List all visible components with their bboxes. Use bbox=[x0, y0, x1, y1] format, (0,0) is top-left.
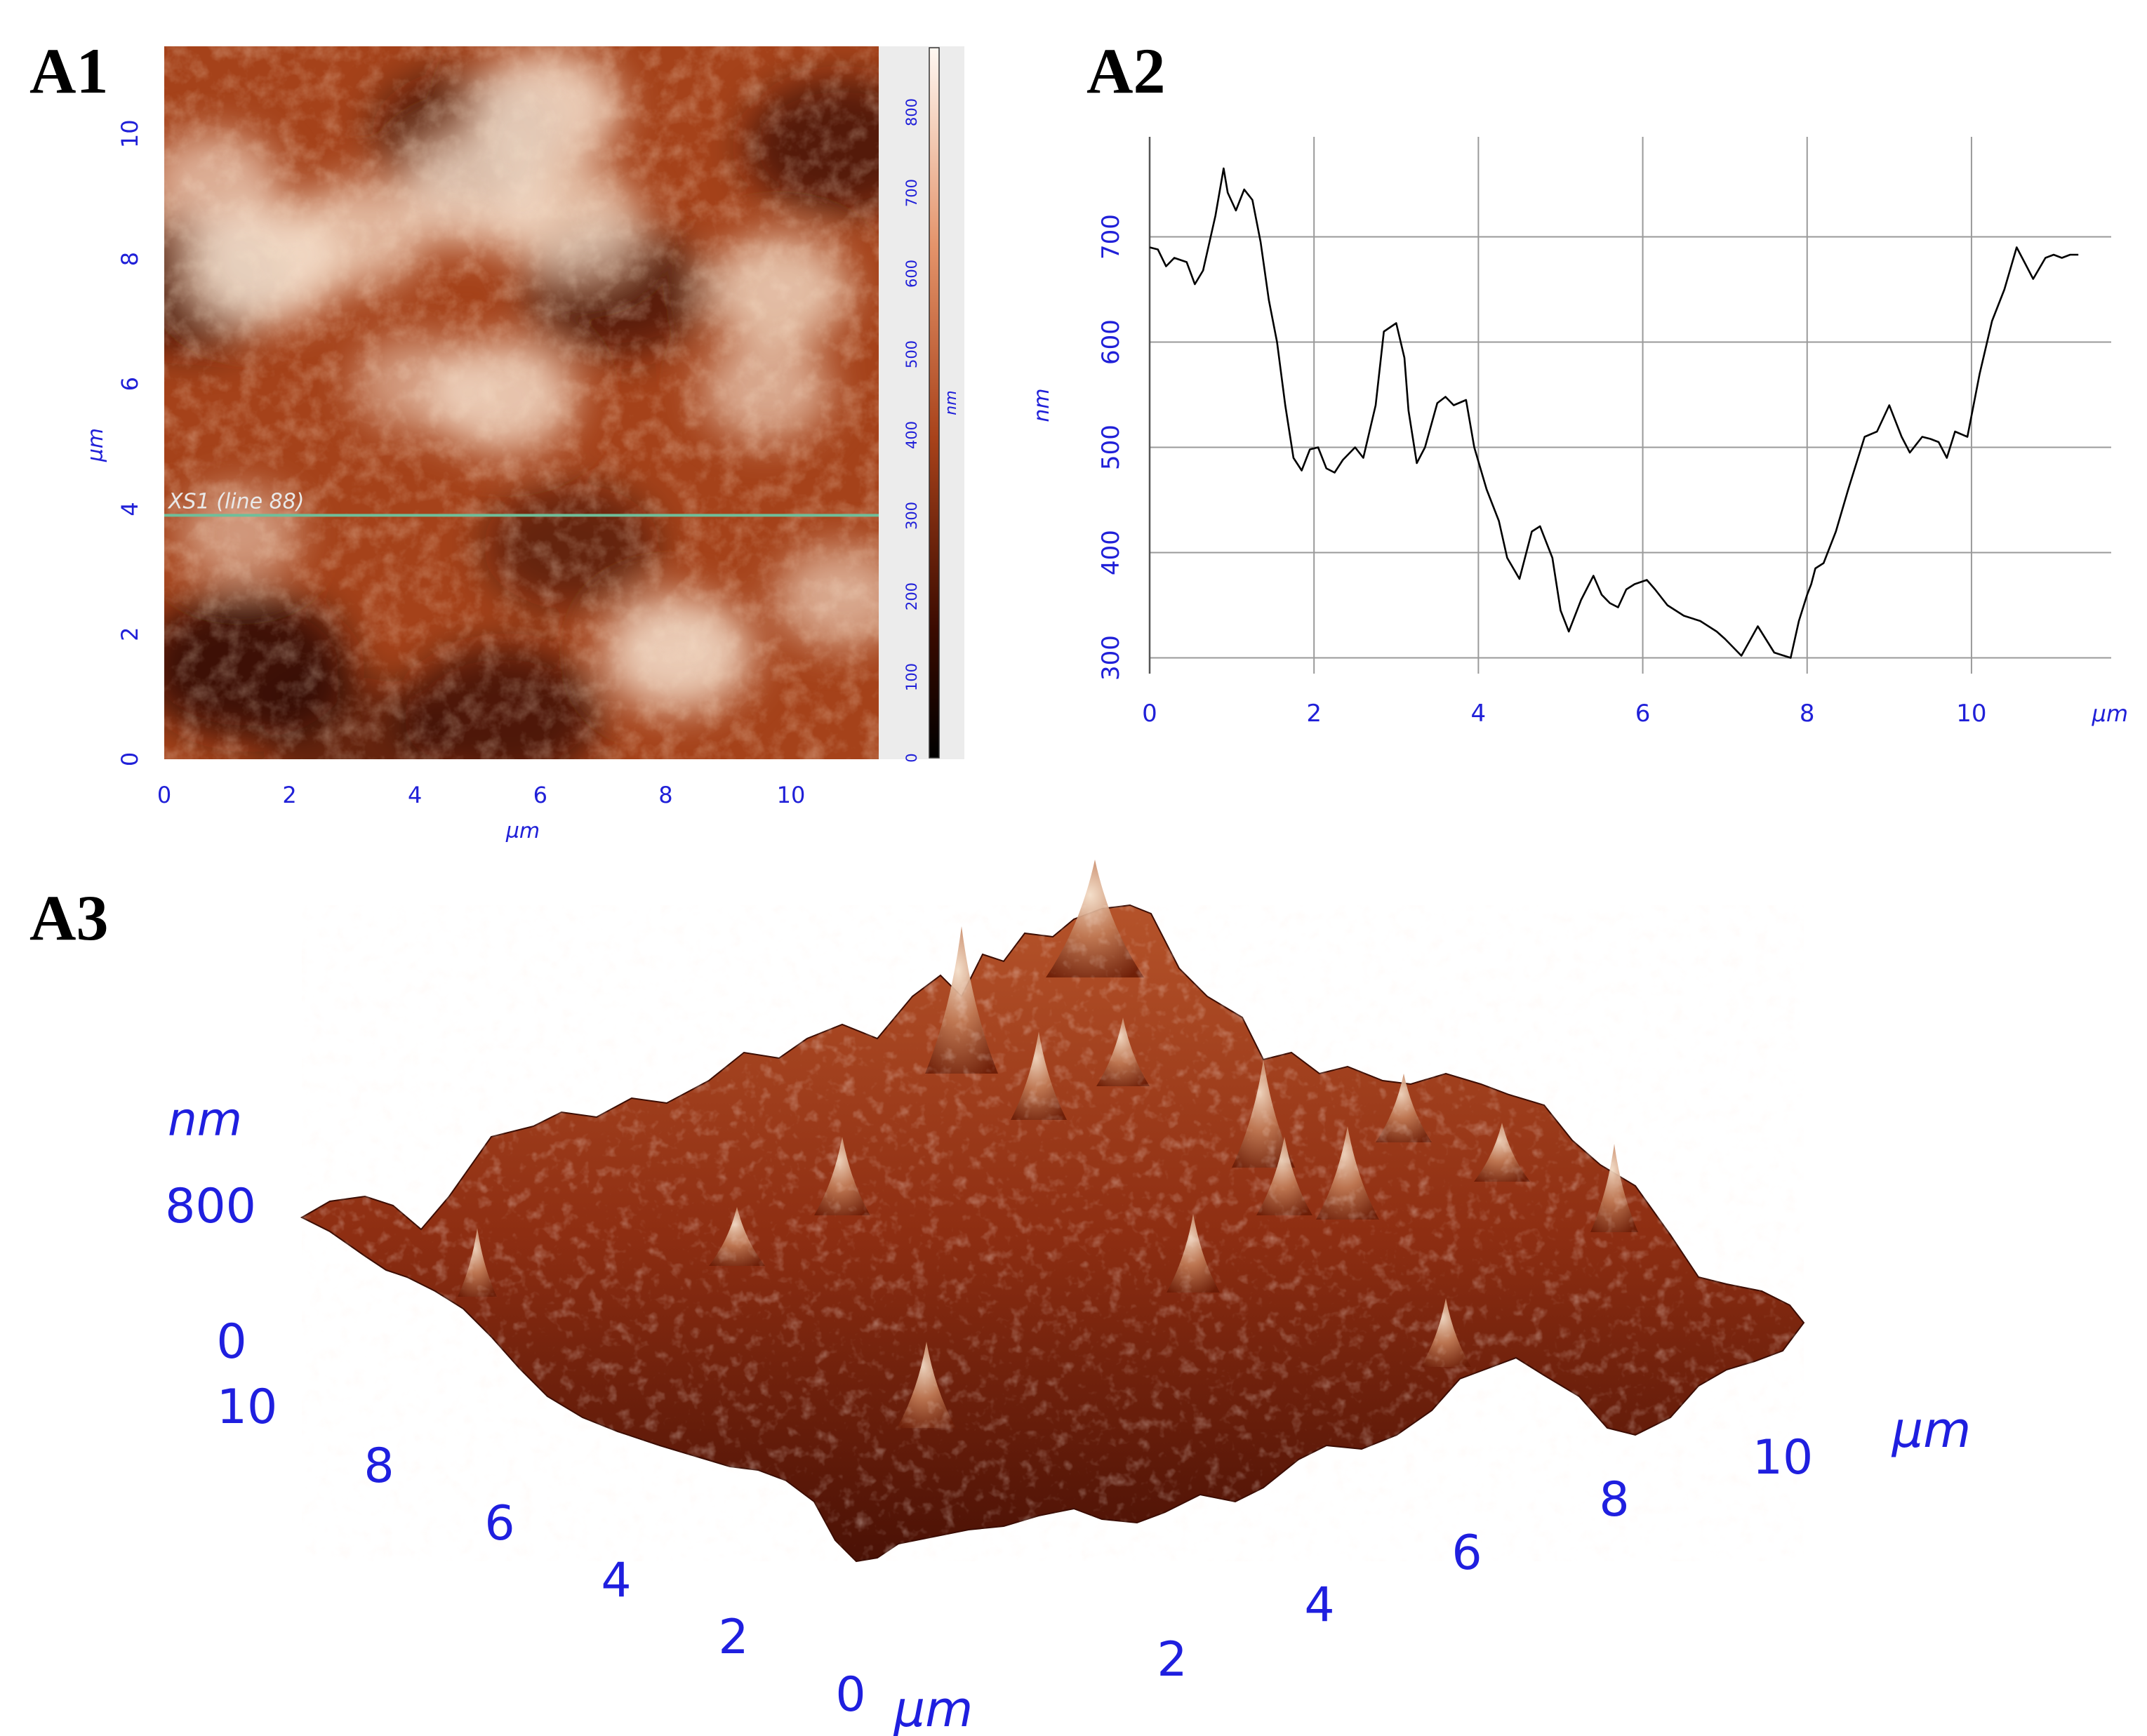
a3-surface-plot: nm 800 0 10 8 6 4 2 0 2 4 6 8 10 µm µm bbox=[165, 860, 1971, 1736]
a1-colorbar-tick-label: 100 bbox=[903, 663, 920, 691]
a2-x-ticks: 0 2 4 6 8 10 bbox=[1142, 700, 1986, 728]
a3-z-axis-label: nm bbox=[168, 1093, 242, 1147]
a1-colorbar-tick-label: 800 bbox=[903, 98, 920, 126]
a3-right-axis-tick-label: 2 bbox=[1157, 1632, 1187, 1688]
a3-surface-peaks bbox=[302, 860, 1804, 1561]
a3-left-axis-tick-label: 10 bbox=[217, 1380, 278, 1435]
a1-height-map: XS1 (line 88) 0 2 4 6 8 10 0 2 4 6 8 10 µm µm 0 100… bbox=[84, 46, 964, 843]
a3-right-axis-label: µm bbox=[1892, 1401, 1972, 1459]
a2-x-tick-label: 0 bbox=[1142, 700, 1157, 728]
a1-colorbar-ticks: 0 100 200 300 400 500 600 700 800 bbox=[903, 98, 920, 763]
a1-colorbar-tick-label: 600 bbox=[903, 260, 920, 288]
a1-y-tick-label: 4 bbox=[117, 502, 143, 516]
a2-y-tick-label: 300 bbox=[1097, 635, 1125, 681]
a1-colorbar bbox=[929, 47, 940, 759]
a3-left-axis-ticks: 10 8 6 4 2 0 bbox=[217, 1380, 866, 1723]
a2-y-tick-label: 700 bbox=[1097, 214, 1125, 260]
a1-y-tick-label: 6 bbox=[117, 377, 143, 391]
a3-right-axis-tick-label: 8 bbox=[1599, 1472, 1629, 1528]
a3-left-axis-label: µm bbox=[893, 1681, 973, 1736]
a2-y-axis-label: nm bbox=[1030, 388, 1054, 422]
a1-x-tick-label: 6 bbox=[533, 782, 547, 808]
a1-colorbar-tick-label: 300 bbox=[903, 502, 920, 530]
panel-label-a1: A1 bbox=[29, 35, 109, 107]
a1-y-ticks: 0 2 4 6 8 10 bbox=[117, 119, 143, 766]
a2-x-axis-label: µm bbox=[2091, 700, 2128, 727]
a3-right-axis-tick-label: 6 bbox=[1451, 1525, 1482, 1581]
panel-label-a3: A3 bbox=[29, 882, 109, 954]
a1-colorbar-unit: nm bbox=[943, 390, 960, 415]
a2-grid bbox=[1148, 137, 2111, 674]
a1-x-ticks: 0 2 4 6 8 10 bbox=[157, 782, 806, 808]
a1-x-tick-label: 2 bbox=[282, 782, 296, 808]
a2-x-tick-label: 10 bbox=[1956, 700, 1986, 728]
a2-x-tick-label: 2 bbox=[1306, 700, 1322, 728]
a3-surface-texture bbox=[302, 905, 1804, 1561]
a1-x-tick-label: 0 bbox=[157, 782, 171, 808]
a3-left-axis-tick-label: 6 bbox=[484, 1496, 514, 1551]
a1-x-tick-label: 10 bbox=[777, 782, 806, 808]
a3-left-axis-tick-label: 8 bbox=[364, 1438, 394, 1494]
a3-right-axis-ticks: 2 4 6 8 10 bbox=[1157, 1430, 1813, 1688]
a2-y-tick-label: 600 bbox=[1097, 319, 1125, 365]
a1-y-tick-label: 2 bbox=[117, 627, 143, 641]
a1-colorbar-tick-label: 700 bbox=[903, 179, 920, 207]
a2-y-ticks: 300 400 500 600 700 bbox=[1097, 214, 1125, 681]
a3-right-axis-tick-label: 10 bbox=[1753, 1430, 1814, 1485]
a3-left-axis-tick-label: 4 bbox=[601, 1553, 631, 1608]
a3-z-tick-label: 800 bbox=[165, 1179, 256, 1234]
a3-z-tick-label: 0 bbox=[216, 1314, 246, 1370]
a2-y-tick-label: 500 bbox=[1097, 425, 1125, 470]
a1-y-tick-label: 10 bbox=[117, 119, 143, 148]
a2-profile-series-line bbox=[1149, 167, 2079, 659]
a2-x-tick-label: 4 bbox=[1471, 700, 1487, 728]
a2-y-tick-label: 400 bbox=[1097, 530, 1125, 575]
panel-label-a2: A2 bbox=[1086, 35, 1166, 107]
a1-colorbar-tick-label: 200 bbox=[903, 582, 920, 610]
a1-scan-line-label: XS1 (line 88) bbox=[167, 489, 304, 514]
a1-y-axis-label: µm bbox=[84, 428, 108, 462]
a1-colorbar-tick-label: 400 bbox=[903, 421, 920, 449]
a1-colorbar-tick-label: 0 bbox=[903, 753, 920, 762]
a3-left-axis-tick-label: 2 bbox=[718, 1610, 748, 1665]
a1-x-tick-label: 8 bbox=[658, 782, 672, 808]
a3-right-axis-tick-label: 4 bbox=[1304, 1577, 1334, 1633]
a1-y-tick-label: 8 bbox=[117, 252, 143, 266]
a1-colorbar-frame bbox=[879, 46, 964, 759]
a3-z-ticks: 800 0 bbox=[165, 1179, 256, 1370]
a1-x-axis-label: µm bbox=[505, 819, 540, 843]
a2-x-tick-label: 6 bbox=[1635, 700, 1651, 728]
a3-left-axis-tick-label: 0 bbox=[835, 1667, 865, 1723]
a1-y-tick-label: 0 bbox=[117, 752, 143, 766]
a1-colorbar-tick-label: 500 bbox=[903, 340, 920, 368]
a1-x-tick-label: 4 bbox=[408, 782, 422, 808]
a2-line-profile: 0 2 4 6 8 10 300 400 500 600 700 µm nm bbox=[1030, 137, 2128, 728]
a2-x-tick-label: 8 bbox=[1800, 700, 1815, 728]
a1-map-texture bbox=[164, 46, 879, 759]
